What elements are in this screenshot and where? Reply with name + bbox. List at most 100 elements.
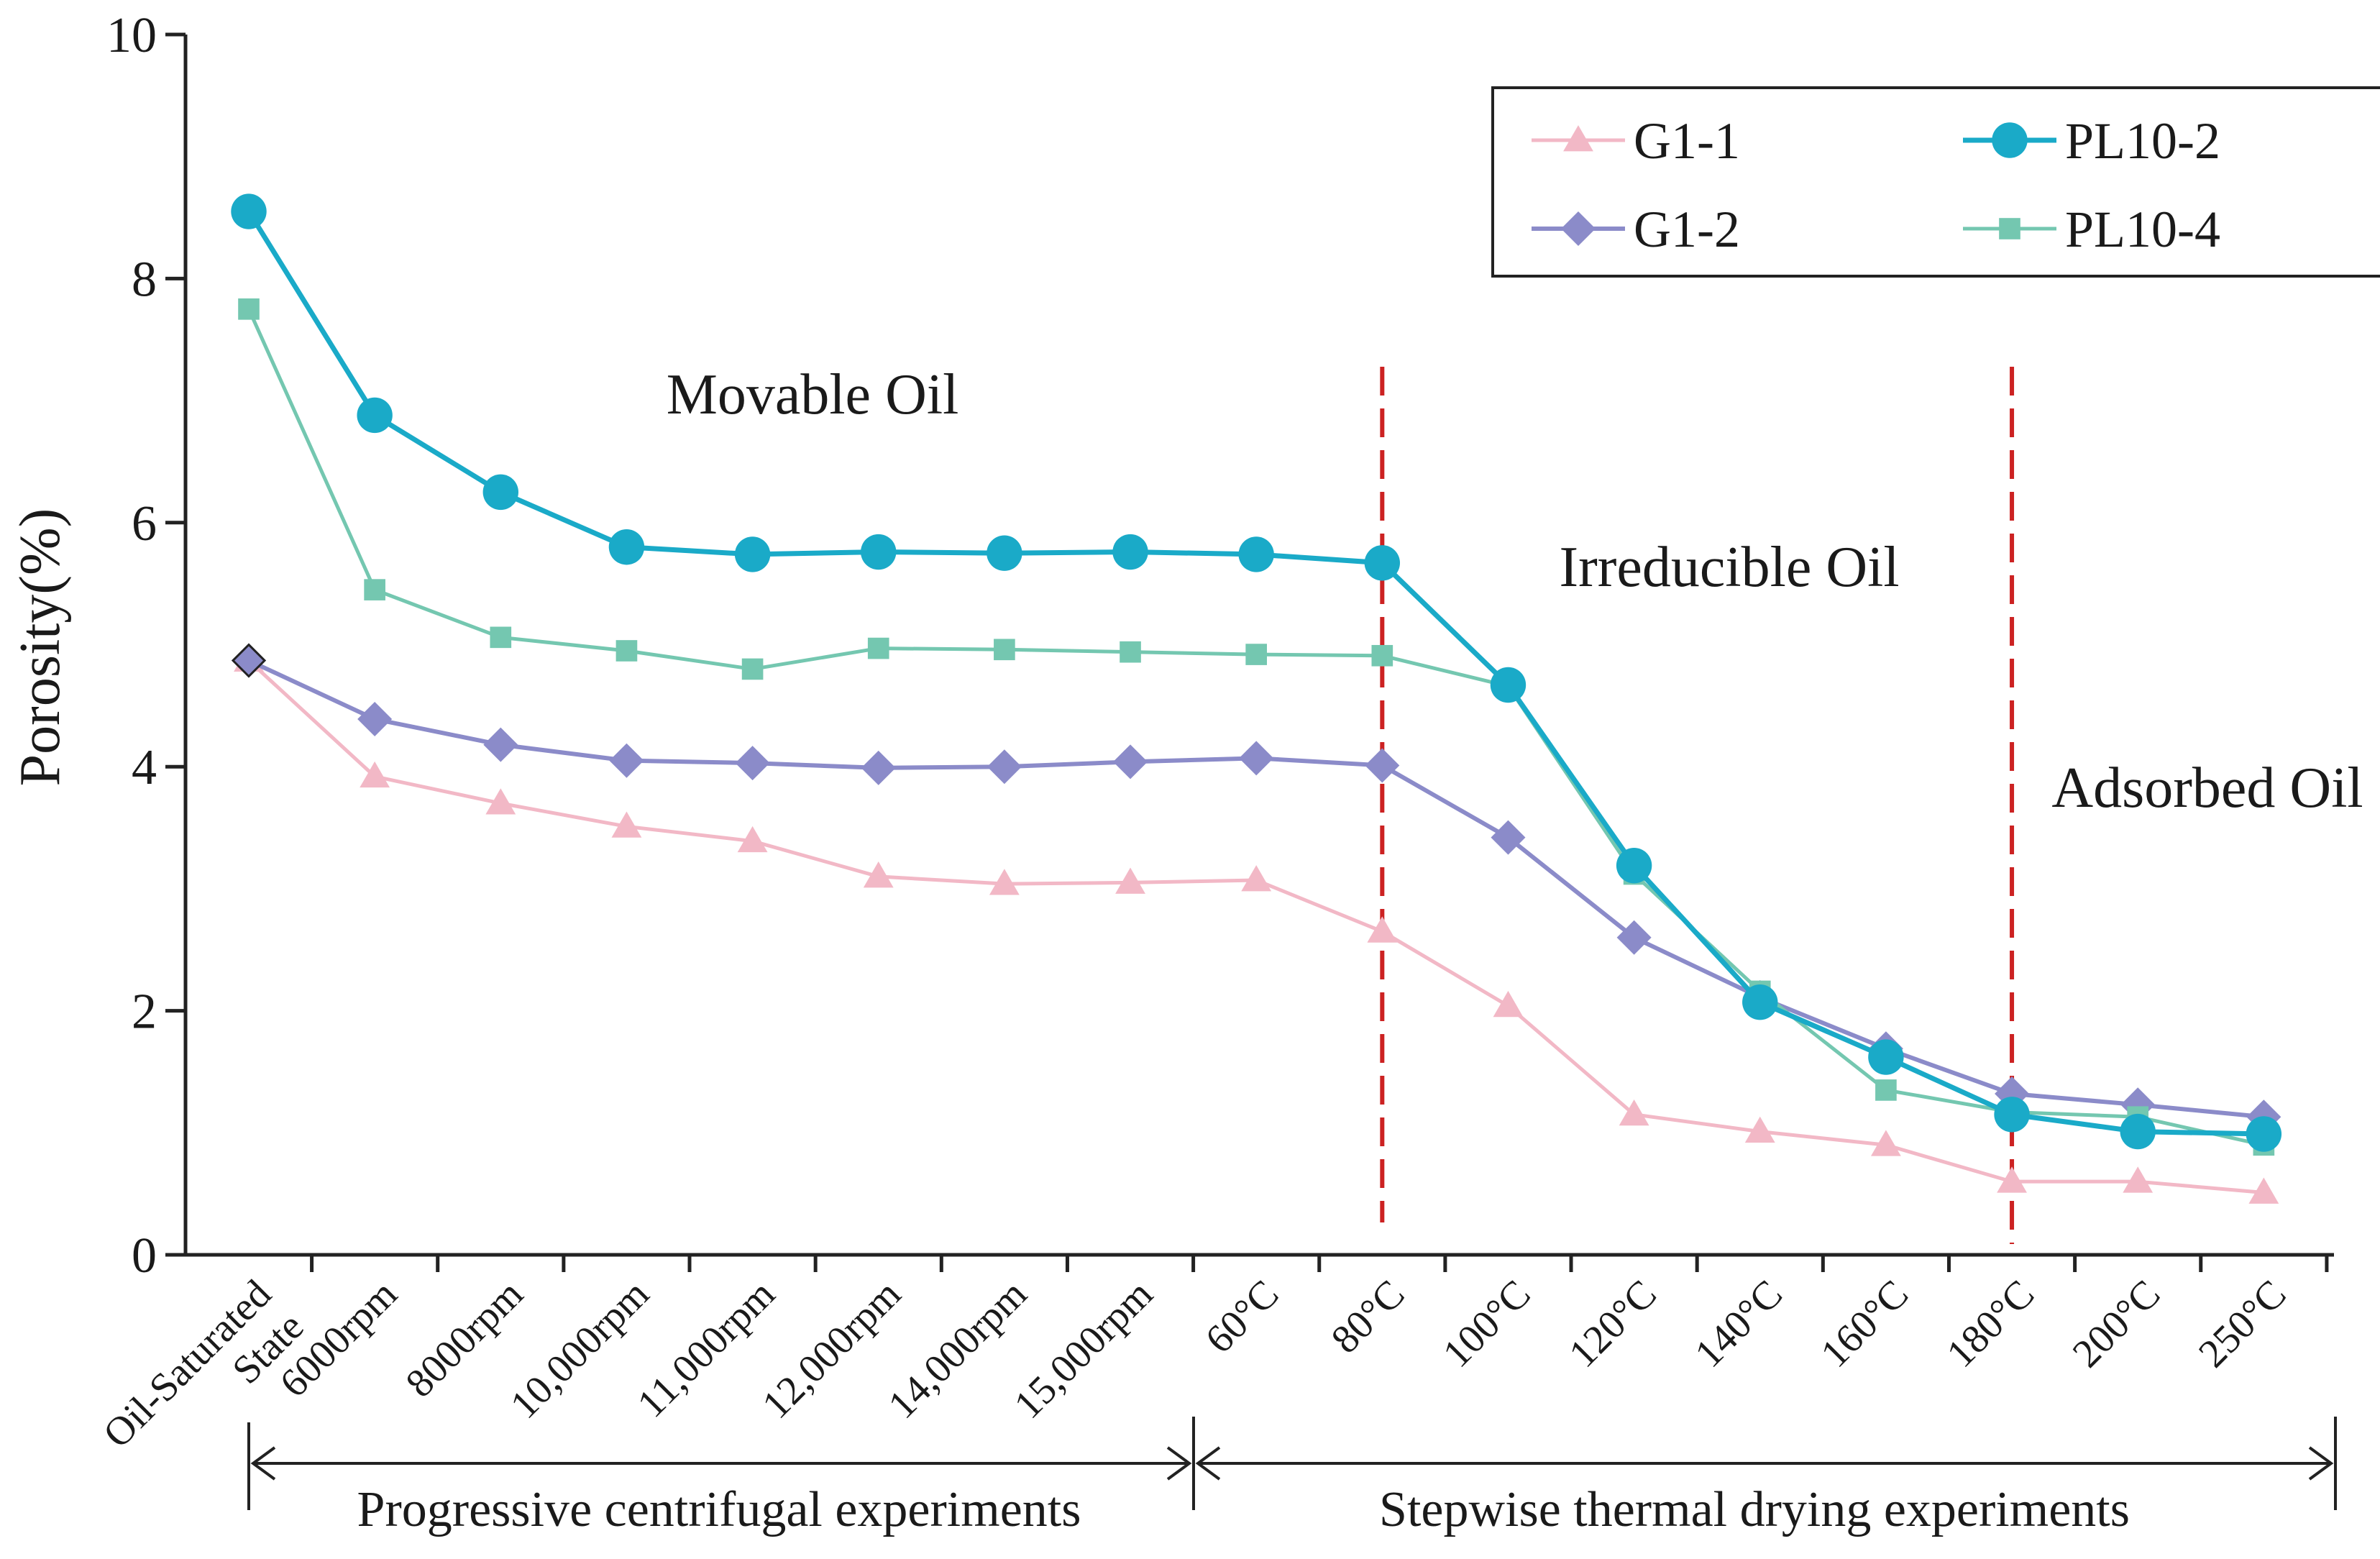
start-point-outline [231, 643, 267, 678]
point-pl10-2 [1994, 1097, 2030, 1133]
point-g1-1 [863, 861, 894, 888]
x-tick-label: 180°C [1939, 1271, 2043, 1376]
series-pl10-2 [231, 193, 2282, 1152]
x-tick-label: 14,000rpm [880, 1271, 1036, 1427]
point-pl10-2 [2246, 1116, 2282, 1152]
point-g1-1 [1367, 916, 1398, 943]
y-tick-label: 0 [132, 1228, 157, 1284]
point-g1-1 [1241, 865, 1272, 892]
point-g1-1 [1871, 1130, 1901, 1156]
x-tick-label: 60°C [1197, 1271, 1288, 1362]
annotation-irreducible-oil: Irreducible Oil [1559, 536, 1899, 599]
x-tick-label: 120°C [1560, 1271, 1665, 1376]
point-pl10-4 [490, 626, 512, 649]
point-pl10-4 [741, 658, 764, 680]
x-tick-label: 10,000rpm [502, 1271, 658, 1427]
point-g1-2 [357, 702, 393, 737]
point-g1-1 [360, 761, 390, 788]
y-tick-label: 6 [132, 496, 157, 552]
point-g1-1 [485, 788, 516, 815]
point-g1-2 [483, 727, 518, 762]
point-pl10-4 [364, 579, 385, 600]
point-pl10-2 [734, 536, 771, 572]
point-pl10-2 [1616, 847, 1652, 884]
point-pl10-4 [615, 640, 638, 662]
point-g1-1 [989, 869, 1020, 895]
legend-label-pl10-2: PL10-2 [2065, 112, 2220, 170]
series-line-g1-1 [247, 659, 2264, 1194]
point-pl10-2 [1490, 667, 1527, 703]
point-g1-1 [1115, 867, 1145, 894]
point-pl10-4 [867, 637, 889, 659]
point-g1-2 [1616, 920, 1652, 955]
point-g1-2 [1365, 748, 1400, 783]
x-tick-label: 15,000rpm [1006, 1271, 1162, 1427]
point-g1-1 [611, 811, 642, 838]
x-tick-label: 80°C [1323, 1271, 1414, 1362]
legend-marker-pl10-2 [1992, 122, 2028, 158]
experiment-brackets [247, 1417, 2337, 1510]
series-g1-1 [234, 645, 2279, 1204]
x-tick-label: 100°C [1434, 1271, 1539, 1376]
point-pl10-2 [231, 193, 267, 229]
legend-label-g1-2: G1-2 [1634, 201, 1740, 258]
point-pl10-4 [1875, 1079, 1897, 1101]
point-g1-2 [735, 746, 770, 781]
series-pl10-4 [238, 298, 2275, 1156]
point-pl10-2 [1868, 1039, 1904, 1075]
legend-item-pl10-4: PL10-4 [1963, 201, 2220, 258]
point-pl10-4 [1245, 644, 1267, 665]
point-g1-2 [987, 749, 1022, 785]
point-pl10-2 [861, 534, 897, 570]
thermal-experiments-label: Stepwise thermal drying experiments [1379, 1482, 2130, 1537]
point-pl10-4 [238, 298, 260, 320]
point-pl10-2 [482, 474, 518, 511]
x-tick-label: 12,000rpm [754, 1271, 910, 1427]
point-g1-1 [1619, 1099, 1649, 1126]
x-tick-label: 140°C [1686, 1271, 1790, 1376]
point-pl10-2 [987, 535, 1022, 571]
point-pl10-2 [2120, 1113, 2156, 1150]
point-g1-1 [1493, 990, 1524, 1018]
point-g1-2 [609, 743, 644, 778]
y-tick-label: 10 [106, 8, 157, 63]
point-pl10-4 [1120, 641, 1141, 663]
legend-marker-g1-2 [1561, 211, 1596, 246]
point-g1-2 [1491, 820, 1526, 855]
point-g1-1 [2248, 1177, 2279, 1204]
point-pl10-2 [357, 397, 393, 434]
legend-label-g1-1: G1-1 [1634, 112, 1740, 170]
y-tick-label: 4 [132, 740, 157, 795]
centrifugal-arrow-right-head [1166, 1446, 1192, 1481]
legend-item-g1-2: G1-2 [1532, 201, 1740, 258]
centrifugal-arrow-left-head [250, 1446, 276, 1481]
point-g1-1 [1744, 1116, 1775, 1143]
centrifugal-experiments-label: Progressive centrifugal experiments [357, 1482, 1081, 1537]
annotation-adsorbed-oil: Adsorbed Oil [2051, 756, 2363, 820]
point-g1-2 [861, 750, 896, 785]
point-g1-1 [737, 826, 768, 853]
series-line-pl10-4 [247, 308, 2264, 1147]
point-g1-2 [1239, 741, 1274, 776]
point-pl10-2 [1112, 534, 1148, 570]
y-tick-label: 8 [132, 252, 157, 307]
point-g1-1 [1997, 1166, 2027, 1193]
point-g1-2 [1113, 744, 1148, 779]
legend-item-pl10-2: PL10-2 [1963, 112, 2220, 170]
legend-marker-g1-1 [1563, 125, 1593, 152]
point-pl10-2 [1238, 536, 1274, 572]
point-pl10-2 [1364, 545, 1401, 581]
thermal-arrow-right-head [2308, 1446, 2334, 1481]
point-pl10-2 [608, 529, 645, 565]
x-tick-label: 200°C [2064, 1271, 2169, 1376]
point-pl10-2 [1742, 984, 1778, 1020]
point-pl10-4 [994, 639, 1015, 661]
legend-item-g1-1: G1-1 [1532, 112, 1740, 170]
series-line-pl10-2 [247, 210, 2264, 1137]
x-tick-label: 160°C [1813, 1271, 1917, 1376]
legend-box [1491, 86, 2380, 278]
legend-marker-pl10-4 [1999, 218, 2020, 239]
point-g1-1 [2123, 1166, 2154, 1193]
legend-label-pl10-4: PL10-4 [2065, 201, 2220, 258]
